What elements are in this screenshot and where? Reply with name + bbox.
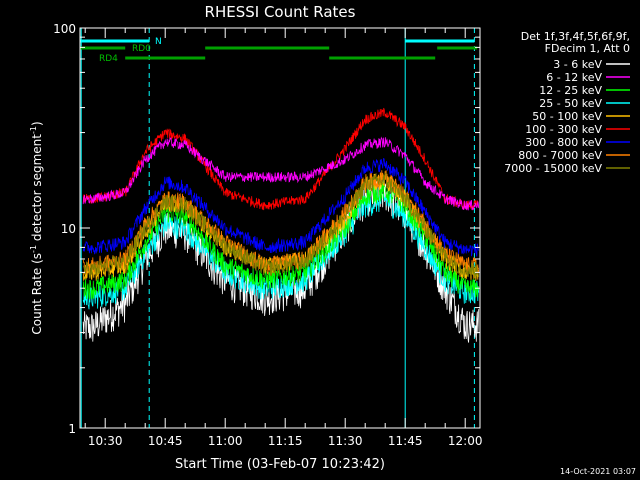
legend-label: 12 - 25 keV bbox=[539, 84, 602, 97]
x-axis-label: Start Time (03-Feb-07 10:23:42) bbox=[175, 457, 385, 472]
timestamp: 14-Oct-2021 03:07 bbox=[560, 467, 636, 476]
y-axis-label-main: Count Rate (s bbox=[30, 253, 44, 335]
axes-layer: 1 10 100 10:30 10:45 11:00 11:15 11:30 11:45 12:0… bbox=[53, 22, 482, 448]
series-line-50-100-kev bbox=[82, 173, 480, 282]
legend-label: 3 - 6 keV bbox=[553, 58, 602, 71]
flag-label-n: N bbox=[155, 37, 162, 47]
x-tick-label: 11:15 bbox=[268, 434, 303, 448]
x-tick-label: 10:45 bbox=[148, 434, 183, 448]
chart-title: RHESSI Count Rates bbox=[205, 3, 356, 21]
x-tick-label: 10:30 bbox=[88, 434, 123, 448]
y-tick-label: 100 bbox=[53, 22, 76, 36]
y-axis-label-sup1: -1 bbox=[29, 245, 38, 253]
x-tick-label: 11:45 bbox=[388, 434, 423, 448]
series-line-6-12-kev bbox=[82, 136, 480, 211]
legend-label: 100 - 300 keV bbox=[525, 123, 602, 136]
series-line-100-300-kev bbox=[82, 107, 480, 211]
legend-label: 7000 - 15000 keV bbox=[504, 162, 602, 175]
y-tick-label: 1 bbox=[68, 422, 76, 436]
y-axis-label-end: ) bbox=[30, 121, 44, 126]
y-axis-label: Count Rate (s-1 detector segment-1) bbox=[29, 121, 44, 334]
flag-label-rd4: RD4 bbox=[99, 54, 118, 64]
y-axis-label-mid: detector segment bbox=[30, 134, 44, 245]
legend-label: 300 - 800 keV bbox=[525, 136, 602, 149]
series-line-7000-15000-kev bbox=[83, 171, 480, 279]
series-line-300-800-kev bbox=[82, 157, 480, 257]
legend-header-line-2: FDecim 1, Att 0 bbox=[545, 42, 630, 55]
x-tick-label: 11:30 bbox=[328, 434, 363, 448]
legend-label: 800 - 7000 keV bbox=[518, 149, 602, 162]
y-axis-label-sup2: -1 bbox=[29, 126, 38, 134]
x-tick-label: 11:00 bbox=[208, 434, 243, 448]
x-tick-label: 12:00 bbox=[448, 434, 483, 448]
data-layer: N RD0 RD4 bbox=[80, 28, 480, 428]
legend-label: 25 - 50 keV bbox=[539, 97, 602, 110]
flag-label-rd0: RD0 bbox=[132, 44, 151, 54]
legend-header-line-1: Det 1f,3f,4f,5f,6f,9f, bbox=[521, 30, 630, 43]
legend-label: 50 - 100 keV bbox=[532, 110, 602, 123]
legend-label: 6 - 12 keV bbox=[546, 71, 602, 84]
y-tick-label: 10 bbox=[61, 222, 76, 236]
